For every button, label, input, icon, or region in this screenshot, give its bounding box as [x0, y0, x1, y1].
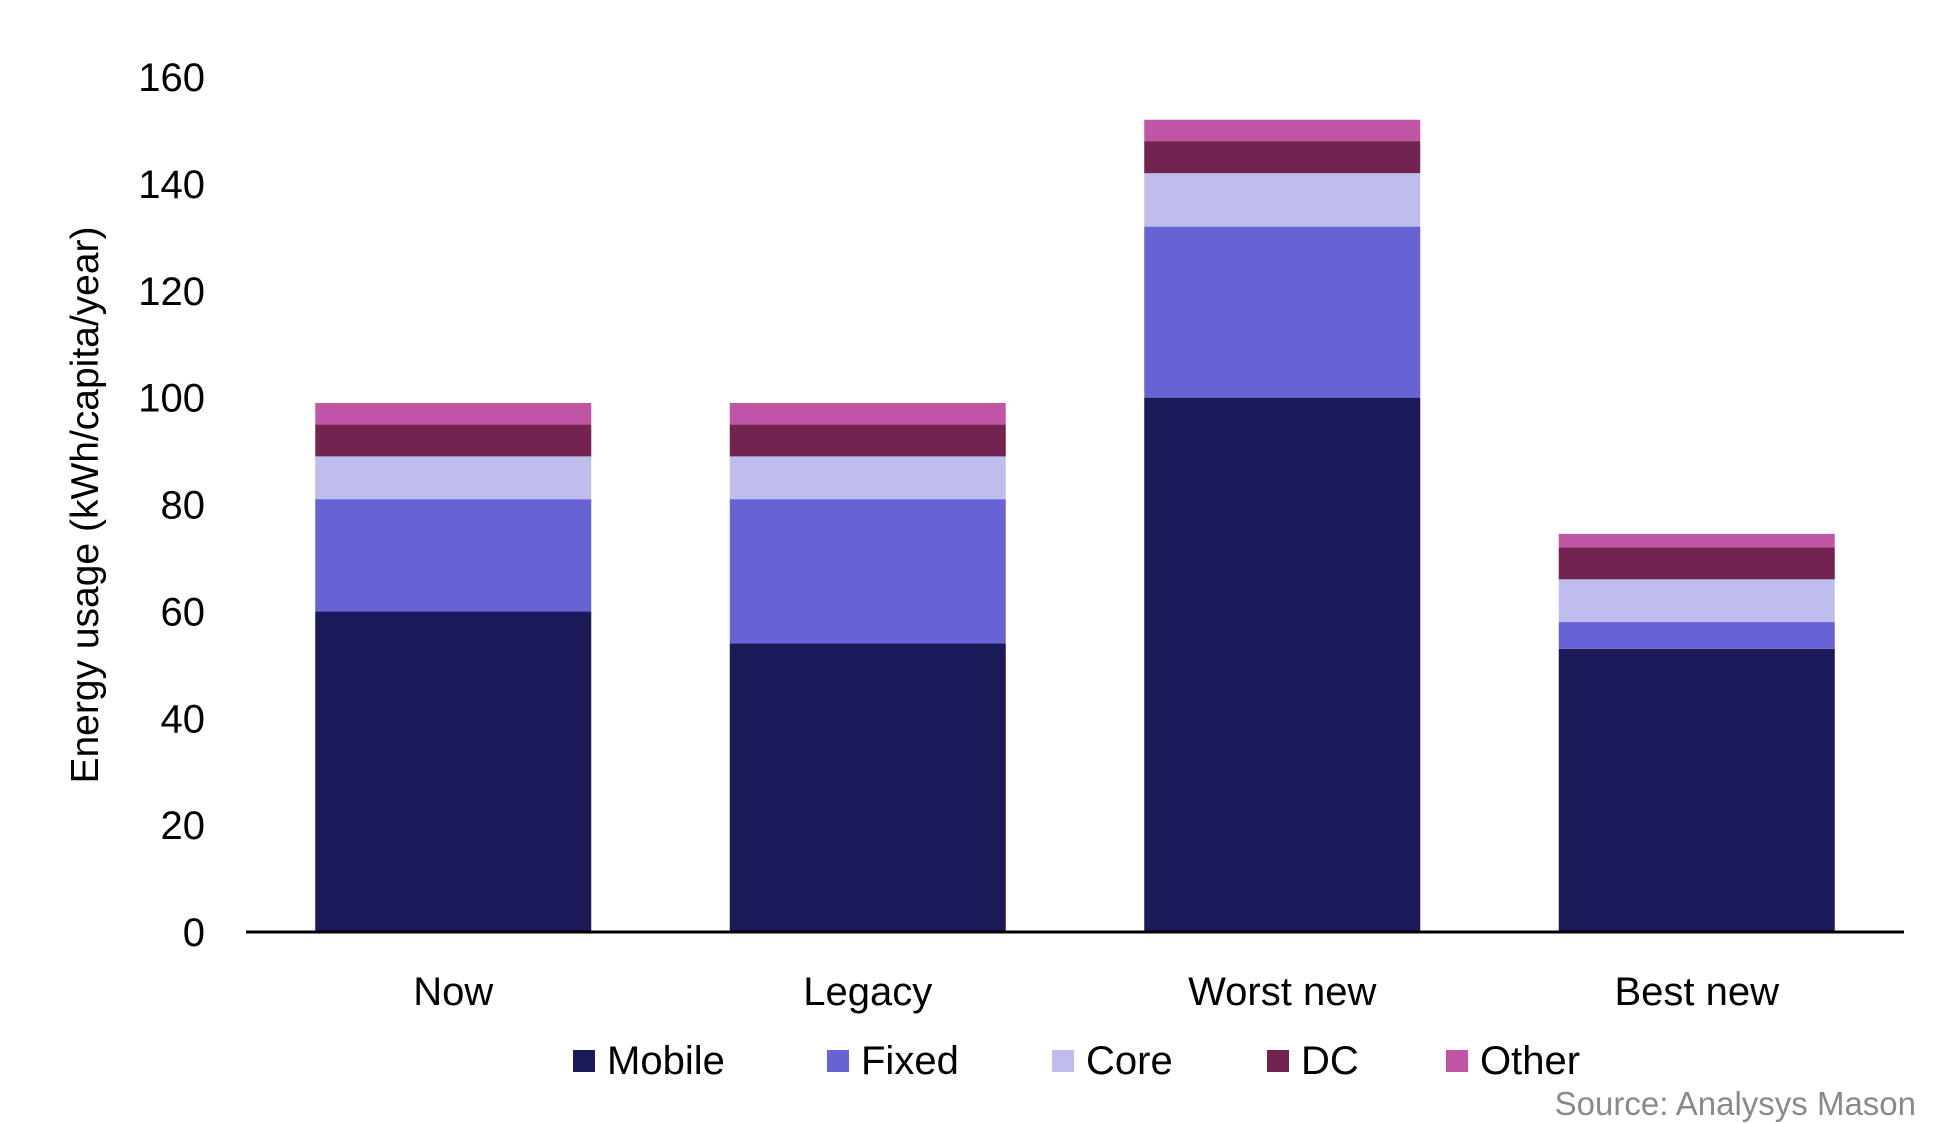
bar-dc-legacy — [729, 424, 1006, 457]
legend-swatch-mobile — [573, 1050, 595, 1072]
bar-dc-best-new — [1558, 547, 1835, 580]
bar-dc-worst-new — [1144, 141, 1421, 174]
bar-other-legacy — [729, 402, 1006, 425]
bar-dc-now — [315, 424, 592, 457]
legend-swatch-dc — [1267, 1050, 1289, 1072]
legend-label-fixed: Fixed — [861, 1039, 959, 1083]
bar-mobile-best-new — [1558, 648, 1835, 932]
bar-other-now — [315, 402, 592, 425]
bar-fixed-best-new — [1558, 622, 1835, 649]
x-tick-label: Now — [413, 970, 493, 1014]
y-tick-label: 20 — [161, 804, 206, 848]
bar-core-now — [315, 456, 592, 500]
y-axis-title: Energy usage (kWh/capita/year) — [64, 226, 107, 783]
bars — [315, 119, 1835, 932]
bar-mobile-worst-new — [1144, 397, 1421, 932]
bar-mobile-now — [315, 611, 592, 932]
bar-core-best-new — [1558, 579, 1835, 623]
y-tick-label: 80 — [161, 484, 206, 528]
x-tick-label: Worst new — [1188, 970, 1376, 1014]
bar-fixed-now — [315, 499, 592, 612]
legend-swatch-other — [1446, 1050, 1468, 1072]
legend-label-dc: DC — [1301, 1039, 1359, 1083]
legend: Mobile Fixed Core DC Other — [573, 1039, 1580, 1083]
bar-other-worst-new — [1144, 119, 1421, 142]
y-tick-label: 60 — [161, 590, 206, 634]
bar-fixed-worst-new — [1144, 226, 1421, 398]
bar-other-best-new — [1558, 533, 1835, 548]
x-tick-label: Legacy — [803, 970, 932, 1014]
legend-label-core: Core — [1086, 1039, 1173, 1083]
y-tick-label: 160 — [138, 56, 205, 100]
bar-core-worst-new — [1144, 173, 1421, 227]
y-tick-label: 100 — [138, 377, 205, 421]
y-axis-ticks: 0 20 40 60 80 100 120 140 160 — [138, 56, 205, 955]
legend-label-other: Other — [1480, 1039, 1580, 1083]
bar-mobile-legacy — [729, 643, 1006, 932]
legend-swatch-core — [1052, 1050, 1074, 1072]
legend-label-mobile: Mobile — [607, 1039, 725, 1083]
y-tick-label: 40 — [161, 697, 206, 741]
source-note: Source: Analysys Mason — [1555, 1085, 1916, 1122]
x-axis-category-labels: Now Legacy Worst new Best new — [413, 970, 1779, 1014]
y-tick-label: 140 — [138, 163, 205, 207]
x-tick-label: Best new — [1614, 970, 1779, 1014]
bar-core-legacy — [729, 456, 1006, 500]
bar-fixed-legacy — [729, 499, 1006, 644]
legend-swatch-fixed — [827, 1050, 849, 1072]
y-tick-label: 120 — [138, 270, 205, 314]
y-tick-label: 0 — [183, 911, 205, 955]
